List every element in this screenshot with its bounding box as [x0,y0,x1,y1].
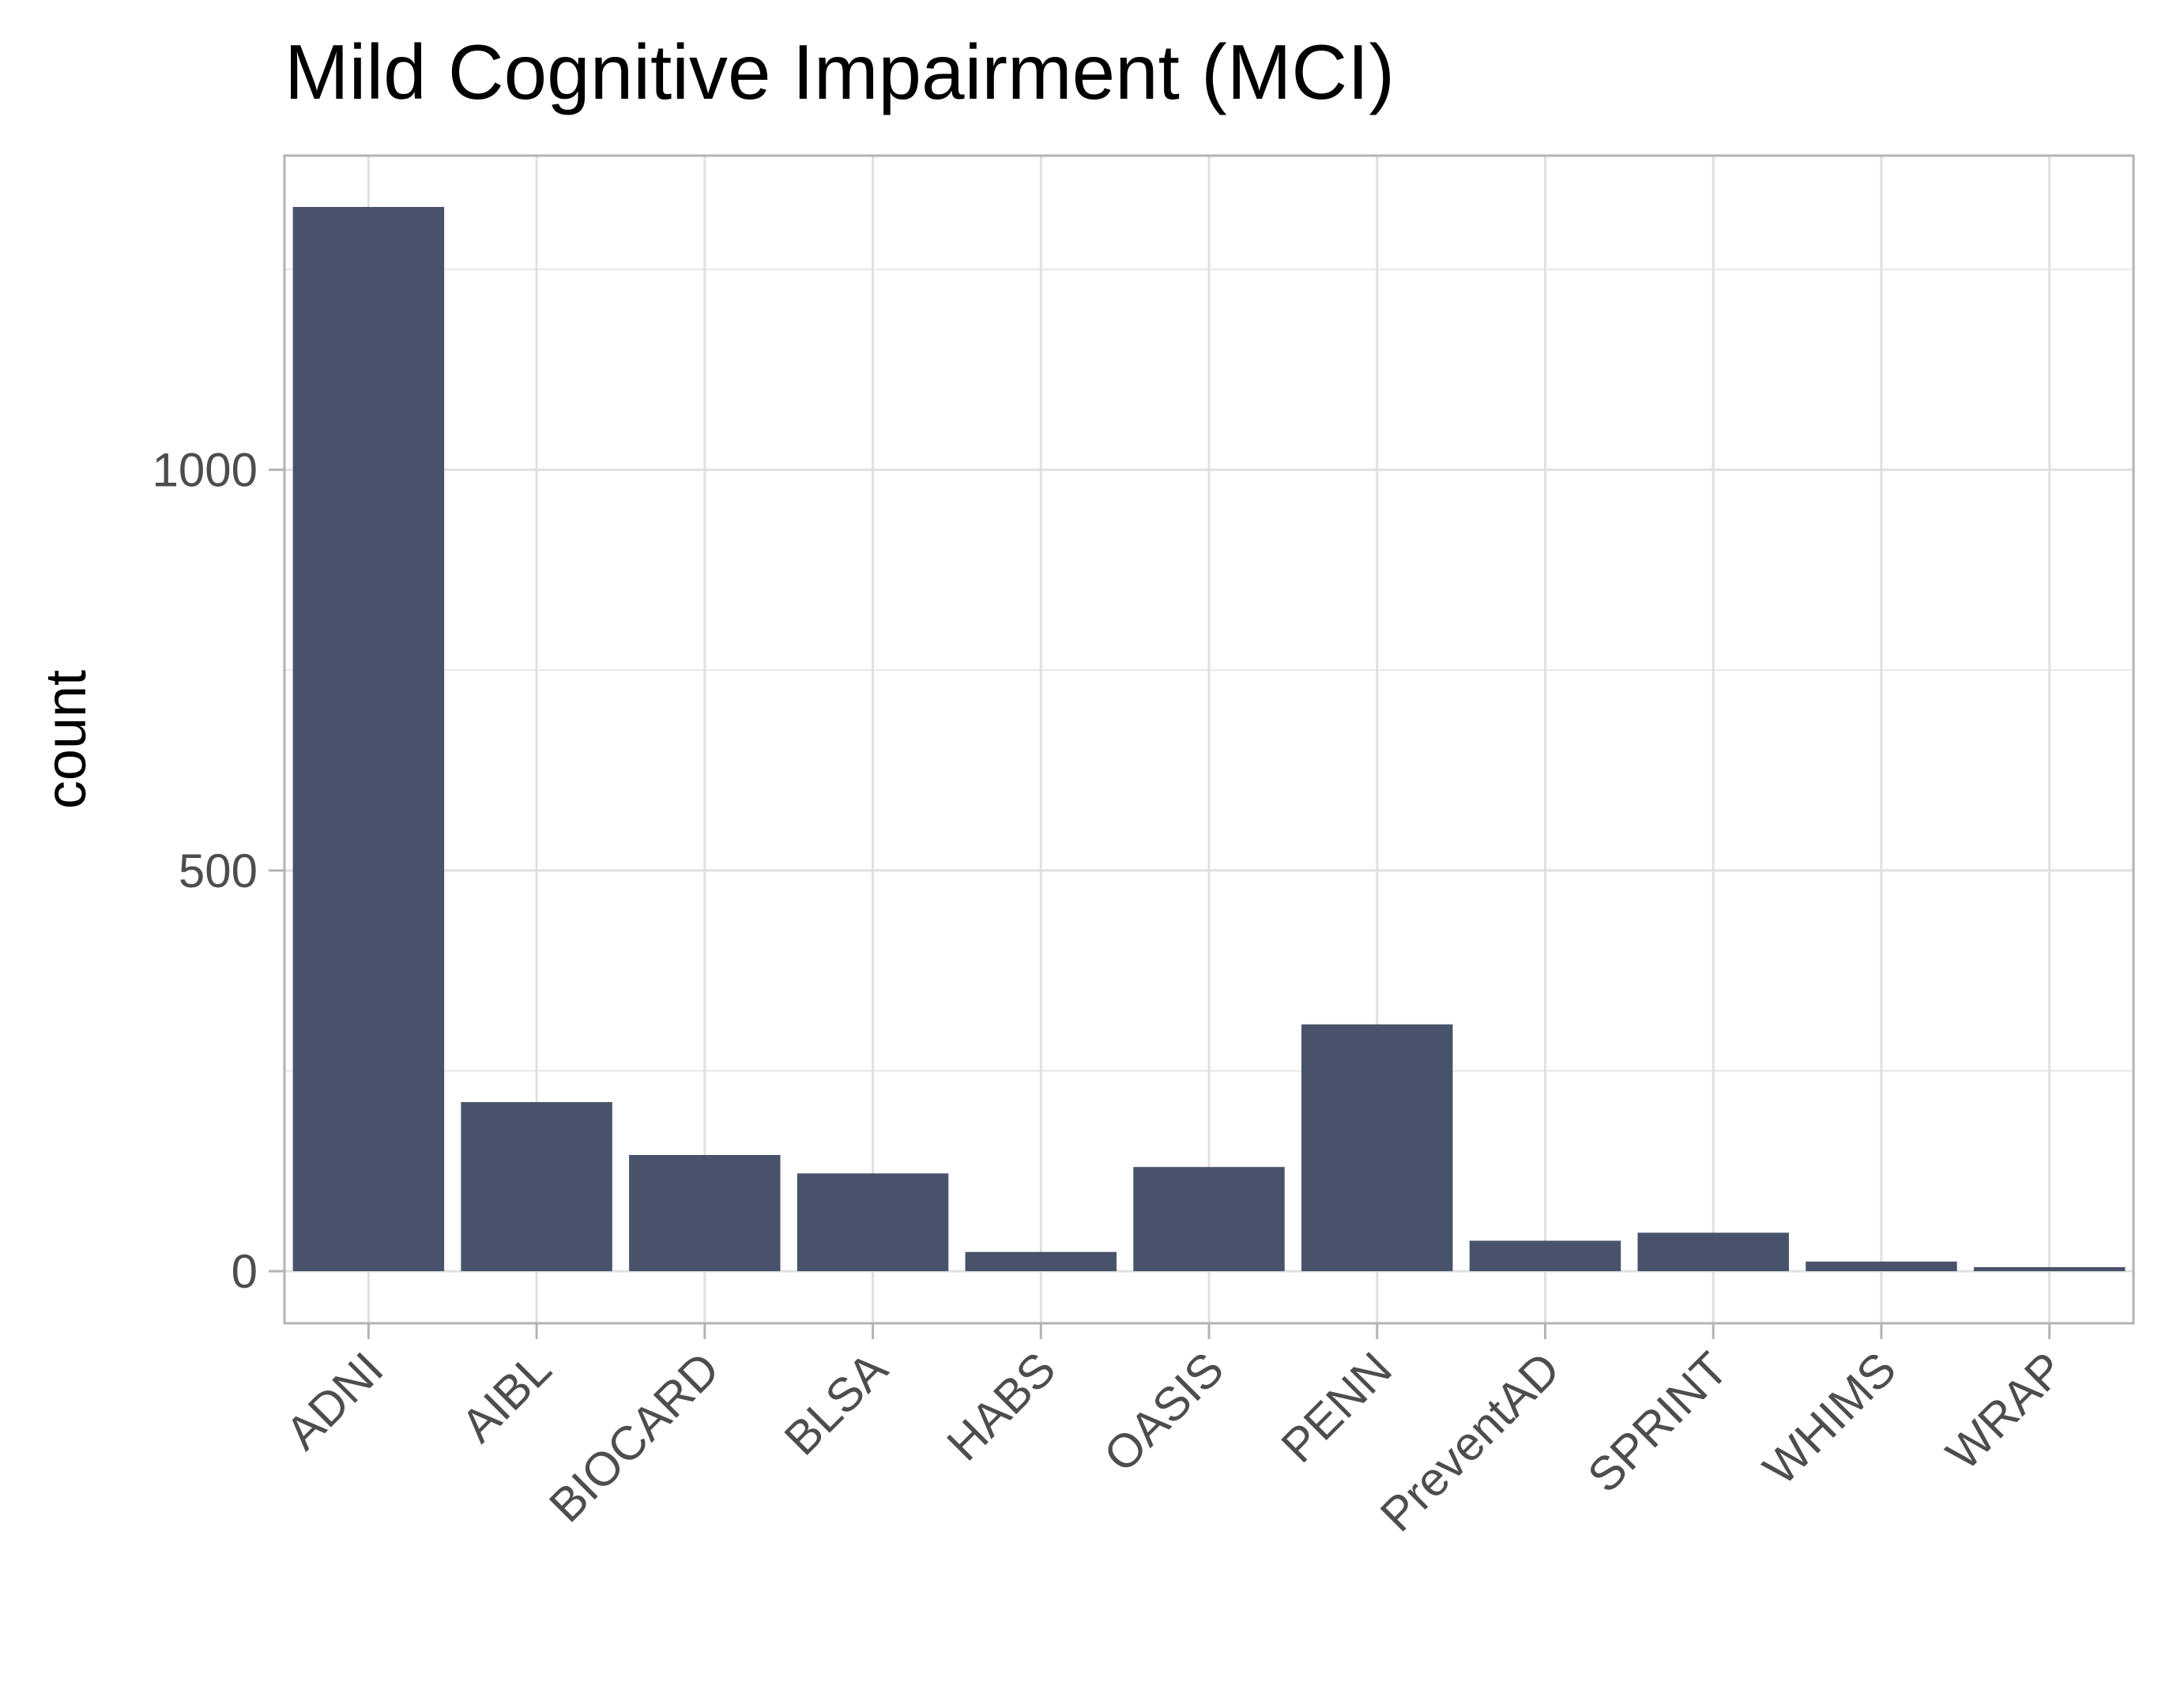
bar-wrap [1973,1266,2126,1272]
bar-aibl [461,1102,612,1272]
bars [292,206,2126,1272]
bar-oasis [1133,1167,1285,1272]
bar-adni [292,206,445,1272]
y-tick-label: 0 [232,1245,258,1298]
y-tick-label: 500 [179,845,258,897]
chart-title: Mild Cognitive Impairment (MCI) [284,28,1395,115]
bar-whims [1806,1261,1957,1272]
grid-lines [284,156,2134,1323]
bar-penn [1301,1024,1453,1272]
bar-habs [965,1251,1117,1272]
y-tick-label: 1000 [153,444,258,497]
bar-biocard [629,1154,781,1272]
bar-preventad [1469,1240,1621,1272]
bar-sprint [1637,1232,1789,1272]
bar-blsa [797,1173,949,1272]
y-axis-label: count [35,670,98,809]
